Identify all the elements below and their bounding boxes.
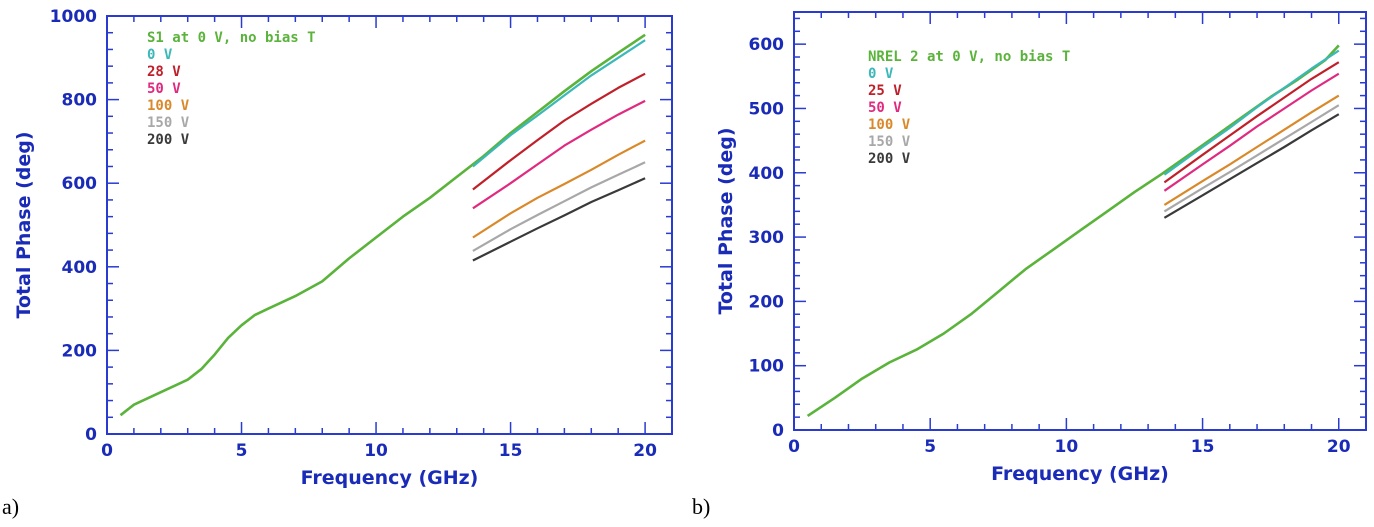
series-line-0 — [119, 33, 646, 417]
y-tick-label: 1000 — [50, 7, 97, 27]
legend-entry-4: 100 V — [147, 98, 190, 114]
series-line-4 — [1163, 94, 1340, 206]
x-tick-label: 20 — [633, 441, 657, 461]
legend-entry-3: 50 V — [868, 100, 902, 116]
x-tick-label: 10 — [364, 441, 388, 461]
y-tick-label: 600 — [62, 174, 98, 194]
series-line-3 — [472, 99, 646, 210]
x-tick-label: 10 — [1055, 437, 1079, 457]
x-tick-label: 0 — [788, 437, 800, 457]
y-tick-label: 100 — [749, 357, 785, 377]
legend-entry-4: 100 V — [868, 117, 911, 133]
legend-entry-2: 25 V — [868, 83, 902, 99]
series-line-5 — [472, 161, 646, 252]
legend-entry-0: NREL 2 at 0 V, no bias T — [868, 49, 1070, 65]
y-tick-label: 500 — [749, 99, 785, 119]
y-tick-label: 600 — [749, 35, 785, 55]
legend-entry-1: 0 V — [868, 66, 894, 82]
series-line-2 — [472, 72, 646, 191]
x-tick-label: 0 — [101, 441, 113, 461]
x-tick-label: 15 — [499, 441, 523, 461]
panel-label-b: b) — [692, 494, 711, 519]
y-tick-label: 300 — [749, 228, 785, 248]
y-tick-label: 400 — [62, 258, 98, 278]
legend-entry-6: 200 V — [147, 132, 190, 148]
y-tick-label: 800 — [62, 91, 98, 111]
series-line-6 — [1163, 113, 1340, 219]
series-line-6 — [472, 177, 646, 262]
series-line-5 — [1163, 104, 1340, 213]
series-line-4 — [472, 139, 646, 239]
series-line-1 — [1163, 49, 1340, 176]
y-tick-label: 0 — [85, 425, 97, 445]
x-tick-label: 20 — [1327, 437, 1351, 457]
plot-frame — [106, 15, 673, 435]
x-tick-label: 15 — [1191, 437, 1215, 457]
series-line-3 — [1163, 72, 1340, 192]
y-axis-label: Total Phase (deg) — [715, 127, 737, 314]
series-line-1 — [472, 39, 646, 168]
plot-frame — [793, 11, 1367, 431]
panel-label-a: a) — [2, 494, 20, 519]
y-axis-label: Total Phase (deg) — [13, 131, 35, 318]
legend-entry-6: 200 V — [868, 151, 911, 167]
y-tick-label: 0 — [772, 421, 784, 441]
y-tick-label: 200 — [749, 292, 785, 312]
legend-entry-2: 28 V — [147, 64, 181, 80]
x-axis-label: Frequency (GHz) — [991, 463, 1169, 485]
legend-entry-5: 150 V — [147, 115, 190, 131]
legend-entry-5: 150 V — [868, 134, 911, 150]
x-tick-label: 5 — [236, 441, 248, 461]
y-tick-label: 200 — [62, 341, 98, 361]
y-tick-label: 400 — [749, 164, 785, 184]
x-tick-label: 5 — [924, 437, 936, 457]
x-axis-label: Frequency (GHz) — [301, 467, 479, 489]
series-line-2 — [1163, 61, 1340, 184]
legend-entry-3: 50 V — [147, 81, 181, 97]
legend-entry-1: 0 V — [147, 47, 173, 63]
legend-entry-0: S1 at 0 V, no bias T — [147, 30, 316, 46]
